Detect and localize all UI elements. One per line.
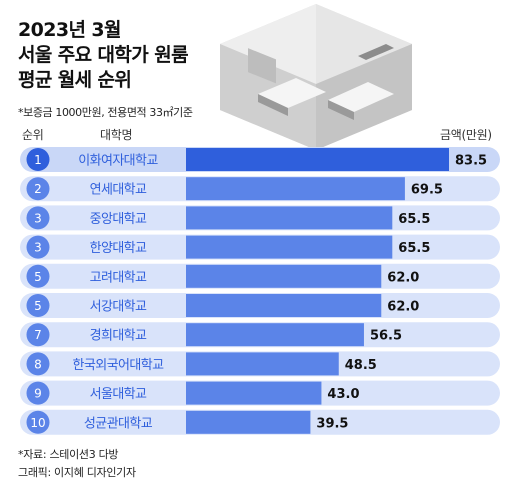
- rank-circle: [26, 381, 50, 405]
- rank-label: 1: [34, 153, 42, 167]
- value-label: 65.5: [398, 241, 430, 256]
- bar: [186, 177, 405, 201]
- category-label: 중앙대학교: [90, 212, 147, 227]
- value-label: 83.5: [455, 154, 487, 169]
- value-label: 62.0: [387, 270, 419, 285]
- rank-header: 순위: [22, 128, 44, 142]
- rank-label: 9: [34, 387, 42, 401]
- category-label: 서강대학교: [90, 300, 147, 315]
- rank-circle: [26, 352, 50, 376]
- category-label: 서울대학교: [90, 387, 147, 402]
- category-label: 성균관대학교: [84, 416, 153, 431]
- category-label: 경희대학교: [90, 329, 147, 344]
- rank-label: 5: [34, 299, 42, 313]
- room-illustration-icon: [220, 4, 412, 150]
- rank-circle: [26, 235, 50, 259]
- value-label: 43.0: [327, 387, 359, 402]
- rank-label: 2: [34, 182, 42, 196]
- rank-circle: [26, 206, 50, 230]
- title-line-3: 평균 월세 순위: [18, 69, 132, 91]
- rank-circle: [26, 148, 50, 171]
- credit-note: 그래픽: 이지혜 디자인기자: [18, 466, 136, 479]
- amount-header: 금액(만원): [440, 128, 492, 142]
- rank-label: 8: [34, 357, 42, 371]
- value-label: 62.0: [387, 300, 419, 315]
- bar: [186, 323, 364, 347]
- value-label: 39.5: [316, 416, 348, 431]
- category-label: 연세대학교: [90, 183, 147, 198]
- title-line-1: 2023년 3월: [18, 19, 121, 41]
- bar: [186, 294, 382, 317]
- bar: [186, 264, 382, 288]
- rank-circle: [26, 410, 50, 434]
- chart-subtitle: *보증금 1000만원, 전용면적 33㎡기준: [18, 106, 193, 119]
- bar: [186, 206, 393, 230]
- bar: [186, 148, 449, 171]
- rank-circle: [26, 323, 50, 347]
- rank-label: 3: [34, 211, 42, 225]
- value-label: 69.5: [411, 183, 443, 198]
- name-header: 대학명: [100, 128, 133, 142]
- category-label: 이화여자대학교: [78, 154, 158, 169]
- bar: [186, 410, 311, 434]
- rank-circle: [26, 294, 50, 317]
- rank-circle: [26, 264, 50, 288]
- rank-label: 7: [34, 328, 42, 342]
- source-note: *자료: 스테이션3 다방: [18, 448, 119, 461]
- chart-title: 2023년 3월 서울 주요 대학가 원룸 평균 월세 순위: [18, 18, 189, 93]
- category-label: 한국외국어대학교: [73, 358, 165, 373]
- rank-circle: [26, 177, 50, 201]
- value-label: 48.5: [345, 358, 377, 373]
- category-label: 고려대학교: [90, 270, 147, 285]
- rank-label: 3: [34, 241, 42, 255]
- title-line-2: 서울 주요 대학가 원룸: [18, 44, 189, 66]
- bar: [186, 381, 322, 405]
- rank-label: 10: [30, 416, 45, 430]
- value-label: 65.5: [398, 212, 430, 227]
- rank-label: 5: [34, 270, 42, 284]
- category-label: 한양대학교: [90, 241, 147, 256]
- value-label: 56.5: [370, 329, 402, 344]
- bar: [186, 235, 393, 259]
- bar: [186, 352, 339, 376]
